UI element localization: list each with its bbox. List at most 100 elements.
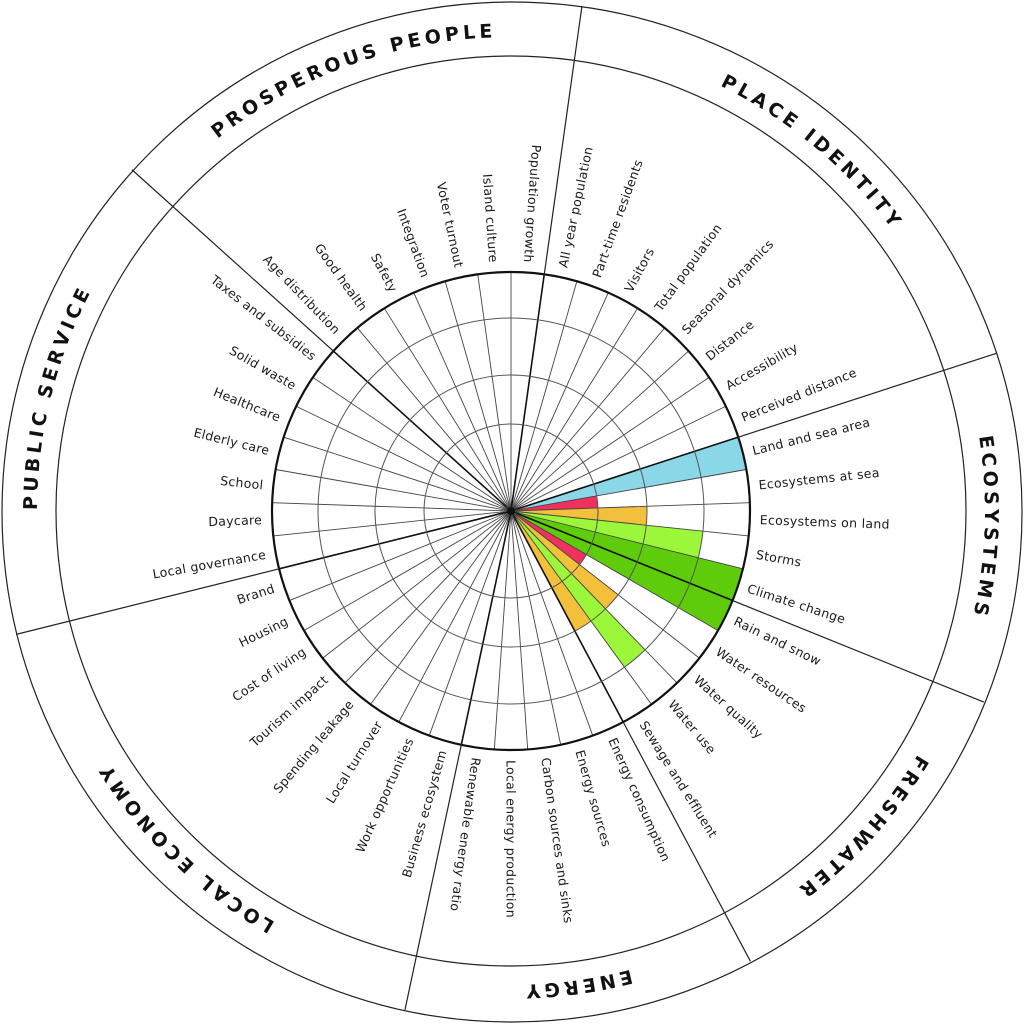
section-divider-line	[510, 436, 739, 512]
section-divider-line	[510, 510, 624, 723]
data-wedge	[511, 511, 591, 632]
spoke-line	[398, 510, 512, 723]
spoke-line	[510, 469, 747, 512]
section-boundary-line	[622, 721, 751, 962]
spoke-line	[273, 510, 512, 537]
data-wedge	[511, 506, 647, 526]
spoke-line	[510, 405, 727, 512]
spoke-line	[428, 510, 512, 736]
spoke-line	[383, 308, 512, 512]
spoke-line	[303, 510, 512, 631]
spoke-line	[344, 510, 512, 684]
indicator-label: Climate change	[745, 581, 847, 627]
grid-ring	[317, 317, 705, 705]
spoke-line	[295, 405, 512, 512]
spoke-line	[510, 510, 594, 736]
spoke-line	[493, 510, 512, 750]
indicator-label: School	[220, 473, 265, 492]
indicator-label: All year population	[555, 145, 595, 269]
indicator-label: Housing	[236, 613, 290, 650]
indicator-label: Accessibility	[723, 339, 801, 393]
indicator-label: Business ecosystem	[399, 748, 450, 879]
indicator-label: Water use	[665, 697, 719, 757]
indicator-label: Renewable energy ratio	[447, 757, 483, 913]
section-divider-line	[510, 510, 733, 602]
band-inner-circle	[55, 55, 967, 967]
spoke-line	[510, 327, 665, 512]
grid	[270, 270, 752, 752]
spoke-line	[283, 436, 512, 512]
section-title-energy: ENERGY	[522, 965, 634, 1002]
grid-ring	[270, 270, 752, 752]
data-wedges	[511, 437, 747, 668]
grid-ring	[374, 374, 648, 648]
spoke-line	[510, 510, 652, 705]
spoke-line	[510, 510, 529, 750]
indicator-label: Distance	[703, 317, 757, 364]
section-title-local-economy: LOCAL ECONOMY	[94, 758, 278, 937]
spoke-line	[510, 350, 689, 512]
indicator-label: Brand	[235, 581, 276, 607]
spoke-line	[444, 281, 512, 512]
section-divider-line	[278, 510, 512, 570]
spoke-line	[289, 510, 512, 601]
section-title-freshwater: FRESHWATER	[792, 752, 932, 904]
spoke-line	[322, 510, 512, 659]
spoke-line	[510, 281, 578, 512]
section-divider-line	[460, 510, 512, 745]
spoke-line	[510, 510, 749, 537]
indicator-label: Carbon sources and sinks	[538, 757, 576, 925]
indicator-label: Daycare	[208, 512, 262, 529]
indicator-label: Healthcare	[211, 384, 283, 425]
data-wedge	[511, 511, 743, 601]
spoke-line	[357, 327, 512, 512]
section-boundary-line	[732, 599, 985, 703]
section-boundary-line	[404, 744, 462, 1010]
section-boundary-line	[16, 568, 280, 635]
spoke-line	[510, 510, 744, 570]
indicator-label: Ecosystems at sea	[758, 465, 880, 493]
section-divider-line	[510, 274, 546, 512]
spoke-line	[312, 376, 512, 512]
section-divider-line	[332, 350, 512, 512]
spoke-line	[510, 510, 678, 684]
center-hub	[507, 507, 515, 515]
spoke-line	[510, 510, 700, 659]
indicator-label: Voter turnout	[434, 181, 467, 269]
indicator-label: Land and sea area	[751, 414, 872, 458]
spoke-line	[413, 292, 512, 512]
section-title-place-identity: PLACE IDENTITY	[718, 70, 908, 234]
indicator-label: Ecosystems on land	[760, 512, 890, 532]
indicator-label: Population growth	[521, 144, 544, 263]
spoke-line	[510, 502, 750, 512]
spoke-line	[477, 274, 512, 512]
section-title-ecosystems: ECOSYSTEMS	[968, 434, 1002, 622]
indicator-label: Island culture	[480, 173, 501, 263]
grid-ring	[423, 423, 599, 599]
section-boundary-line	[131, 169, 334, 352]
indicator-label: Safety	[368, 251, 401, 295]
indicator-label: Visitors	[621, 245, 657, 295]
section-title-prosperous-people: PROSPEROUS PEOPLE	[207, 20, 497, 143]
data-wedge	[511, 511, 587, 565]
data-wedge	[511, 511, 619, 609]
spoke-line	[510, 510, 719, 631]
indicator-label: Integration	[394, 207, 433, 280]
data-wedge	[511, 511, 733, 631]
spoke-line	[510, 292, 609, 512]
indicator-label: Storms	[755, 547, 803, 570]
section-boundary-line	[543, 5, 583, 275]
spoke-line	[370, 510, 512, 705]
spoke-line	[272, 502, 512, 512]
data-wedge	[511, 511, 646, 668]
indicator-label: Energy sources	[572, 748, 614, 848]
section-boundary-line	[738, 352, 997, 438]
spoke-line	[510, 308, 639, 512]
indicator-label: Solid waste	[227, 343, 299, 393]
section-title-public-service: PUBLIC SERVICE	[20, 282, 97, 511]
spoke-line	[275, 469, 512, 512]
indicator-label: Elderly care	[192, 425, 271, 458]
